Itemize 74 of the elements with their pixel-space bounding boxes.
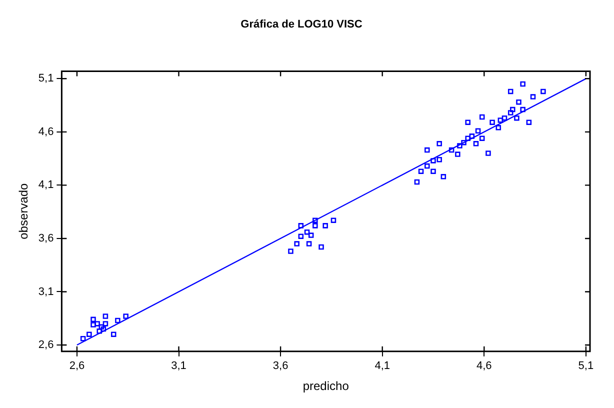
y-tick-label: 4,6 (38, 126, 54, 138)
chart-title: Gráfica de LOG10 VISC (240, 18, 362, 31)
point (123, 314, 128, 319)
point (465, 136, 470, 141)
point (540, 88, 546, 94)
point (530, 94, 536, 100)
point (490, 120, 495, 125)
point (90, 316, 96, 322)
point (102, 321, 108, 326)
point (461, 140, 466, 146)
point (526, 120, 532, 125)
point (520, 106, 526, 112)
x-tick-label: 2,6 (69, 360, 85, 372)
point (508, 110, 514, 116)
point (498, 118, 504, 123)
point (115, 318, 120, 324)
point (414, 179, 420, 185)
y-tick-label: 2,6 (38, 339, 54, 352)
point (475, 128, 481, 134)
y-tick-label: 4,1 (38, 179, 54, 192)
point (100, 326, 106, 332)
x-tick-label: 5,1 (578, 360, 594, 372)
point (457, 143, 462, 148)
point (440, 174, 446, 180)
x-tick-label: 3,1 (171, 360, 186, 372)
y-tick-label: 3,6 (38, 232, 54, 244)
y-tick-label: 5,1 (38, 72, 54, 85)
point (94, 321, 100, 326)
point (436, 157, 442, 162)
point (312, 223, 318, 228)
point (465, 120, 470, 125)
point (288, 248, 294, 254)
point (448, 147, 454, 153)
point (520, 81, 526, 87)
point (510, 106, 516, 112)
point (110, 332, 116, 337)
point (508, 88, 514, 94)
point (90, 322, 96, 328)
point (318, 244, 324, 250)
x-tick-label: 4,6 (476, 360, 492, 372)
point (330, 218, 336, 223)
point (304, 229, 310, 235)
point (479, 136, 485, 141)
point (469, 134, 475, 139)
x-axis-title: predicho (302, 379, 350, 394)
point (102, 314, 108, 319)
point (514, 115, 520, 121)
point (306, 241, 312, 246)
point (80, 336, 86, 342)
point (430, 158, 436, 164)
point (98, 324, 104, 330)
y-axis-title: observado (16, 182, 31, 240)
point (516, 99, 522, 105)
point (294, 241, 300, 246)
point (455, 152, 460, 157)
point (479, 114, 485, 120)
point (312, 218, 318, 223)
point (424, 147, 430, 153)
point (473, 141, 479, 146)
point (86, 332, 92, 337)
point (322, 223, 328, 228)
point (418, 168, 424, 174)
y-tick-label: 3,1 (38, 286, 54, 298)
point (298, 234, 304, 239)
point (424, 163, 430, 169)
point (308, 232, 314, 238)
point (502, 115, 508, 121)
point (496, 125, 502, 130)
point (430, 168, 436, 174)
x-tick-label: 3,6 (272, 360, 288, 372)
point (298, 223, 304, 228)
point (436, 141, 442, 146)
x-tick-label: 4,1 (374, 360, 390, 372)
point (486, 150, 491, 156)
